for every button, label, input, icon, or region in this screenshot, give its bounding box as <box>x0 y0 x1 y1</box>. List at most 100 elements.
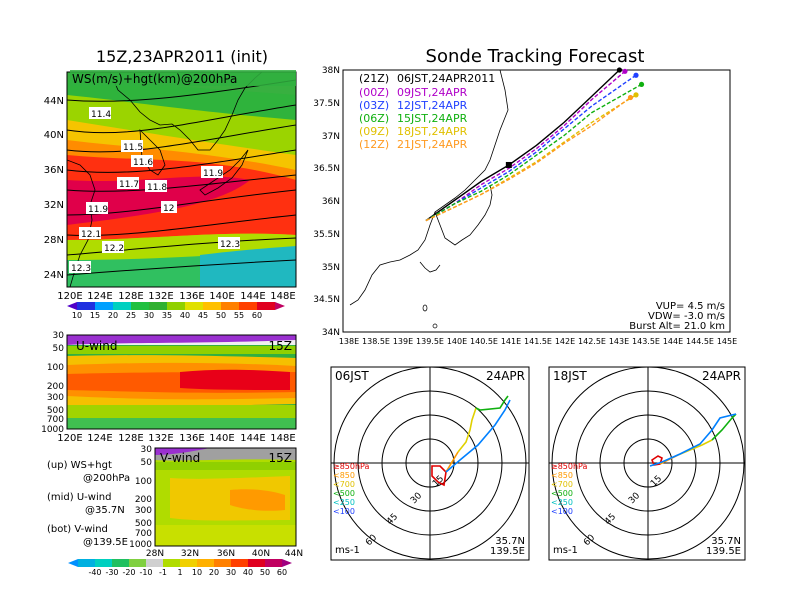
track-legend-item: (12Z) 21JST,24APR <box>359 138 468 151</box>
map-lon-tick: 140E <box>209 291 234 302</box>
track-lat-tick: 38N <box>322 66 340 76</box>
map-lon-tick: 128E <box>118 291 143 302</box>
level-label: <500 <box>333 489 355 498</box>
track-legend-z: (09Z) <box>359 125 389 138</box>
map-lat-tick: 32N <box>44 200 64 211</box>
map-lon-tick: 124E <box>87 291 112 302</box>
track-legend-jst: 06JST,24APR2011 <box>397 72 495 85</box>
track-legend-z: (06Z) <box>359 112 389 125</box>
burst-point-marker <box>505 161 512 168</box>
colorbar-tick: 15 <box>90 311 100 320</box>
u-p-tick: 500 <box>47 406 64 416</box>
track-legend-jst: 21JST,24APR <box>397 138 468 151</box>
track-legend-z: (21Z) <box>359 72 389 85</box>
u-lon-tick: 132E <box>148 433 173 444</box>
contour-label: 11.5 <box>123 143 143 153</box>
level-label: <100 <box>333 507 355 516</box>
sonde-track-line <box>425 94 637 222</box>
u-wind-time: 15Z <box>269 339 293 353</box>
track-lat-tick: 35N <box>322 263 340 273</box>
contour-label: 12 <box>163 204 174 214</box>
level-label: <700 <box>551 480 573 489</box>
v-wind-panel: V-wind 15Z 30 50 100 200 300 500 700 100… <box>129 445 303 559</box>
v-colorbar-tick: 1 <box>177 568 182 577</box>
level-label: <500 <box>551 489 573 498</box>
v-colorbar-tick: 40 <box>243 568 253 577</box>
u-p-tick: 1000 <box>41 425 64 435</box>
colorbar-tick: 20 <box>108 311 118 320</box>
level-label: <100 <box>551 507 573 516</box>
track-lon-tick: 145E <box>717 337 737 346</box>
hodograph-left: 15 30 45 60 06JST 24APR ≥850hPa <850 <70… <box>330 366 530 561</box>
v-p-tick: 1000 <box>129 540 152 550</box>
note-line: @139.5E <box>83 537 128 548</box>
map-lon-tick: 136E <box>179 291 204 302</box>
track-lat-tick: 36.5N <box>313 164 340 174</box>
track-lat-tick: 34.5N <box>313 295 340 305</box>
track-lon-tick: 143E <box>609 337 629 346</box>
hodograph-right: 15 30 45 60 18JST 24APR ≥850hPa <850 <70… <box>548 366 746 561</box>
contour-label: 12.3 <box>71 264 91 274</box>
v-lat-tick: 36N <box>217 549 235 559</box>
track-lon-tick: 144E <box>663 337 683 346</box>
contour-label: 12.3 <box>220 240 240 250</box>
u-wind-label: U-wind <box>76 339 117 353</box>
track-lon-tick: 142E <box>555 337 575 346</box>
track-lon-tick: 139.5E <box>416 337 444 346</box>
track-lat-tick: 35.5N <box>313 230 340 240</box>
v-p-tick: 300 <box>135 506 152 516</box>
map-lon-tick: 144E <box>240 291 265 302</box>
colorbar-tick: 55 <box>234 311 244 320</box>
v-colorbar-tick: -20 <box>122 568 135 577</box>
track-legend-item: (03Z) 12JST,24APR <box>359 99 468 112</box>
right-title: Sonde Tracking Forecast <box>426 46 645 67</box>
track-legend-z: (03Z) <box>359 99 389 112</box>
colorbar-tick: 60 <box>252 311 262 320</box>
u-lon-tick: 124E <box>87 433 112 444</box>
track-legend-jst: 09JST,24APR <box>397 86 468 99</box>
level-label: ≥850hPa <box>333 462 370 471</box>
vup-text: VUP= 4.5 m/s <box>656 301 725 312</box>
v-p-tick: 500 <box>135 519 152 529</box>
track-lon-tick: 143.5E <box>632 337 660 346</box>
note-line: (bot) V-wind <box>47 524 108 535</box>
track-legend-z: (12Z) <box>359 138 389 151</box>
map-lat-tick: 36N <box>44 165 64 176</box>
track-lat-tick: 37N <box>322 132 340 142</box>
hodo-left-date: 24APR <box>486 369 525 383</box>
track-lat-tick: 36N <box>322 197 340 207</box>
contour-labels: 11.4 11.5 11.6 11.7 11.8 11.9 11.9 12 12… <box>69 107 240 274</box>
contour-label: 11.8 <box>147 183 167 193</box>
v-wind-time: 15Z <box>269 451 293 465</box>
contour-label: 12.2 <box>104 244 124 254</box>
hodo-left-lat: 35.7N <box>495 536 525 547</box>
colorbar-tick: 40 <box>180 311 190 320</box>
contour-label: 12.1 <box>81 230 101 240</box>
sonde-landing-point <box>638 81 645 88</box>
track-lat-tick: 34N <box>322 328 340 338</box>
track-legend-z: (00Z) <box>359 86 389 99</box>
u-p-tick: 200 <box>47 382 64 392</box>
v-colorbar-tick: 30 <box>226 568 236 577</box>
v-lat-tick: 44N <box>285 549 303 559</box>
hodo-left-time: 06JST <box>335 369 369 383</box>
hodo-right-date: 24APR <box>702 369 741 383</box>
u-p-tick: 30 <box>53 331 65 341</box>
v-p-tick: 100 <box>135 477 152 487</box>
contour-label: 11.4 <box>91 110 111 120</box>
hodo-left-lon: 139.5E <box>490 546 525 557</box>
v-colorbar-tick: 20 <box>209 568 219 577</box>
map-panel-label: WS(m/s)+hgt(km)@200hPa <box>72 72 237 86</box>
u-lon-tick: 136E <box>179 433 204 444</box>
level-label: <850 <box>333 471 355 480</box>
u-wind-panel: U-wind 15Z 30 50 100 200 300 500 700 100… <box>41 331 297 444</box>
sonde-landing-point <box>616 67 623 73</box>
wind-speed-colorbar: 10 15 20 25 30 35 40 45 50 55 60 <box>67 302 285 320</box>
track-lon-tick: 138E <box>339 337 359 346</box>
note-line: (mid) U-wind <box>47 492 111 503</box>
map-lon-tick: 148E <box>270 291 295 302</box>
u-lon-tick: 120E <box>57 433 82 444</box>
level-label: ≥850hPa <box>551 462 588 471</box>
track-legend-jst: 15JST,24APR <box>397 112 468 125</box>
v-colorbar-tick: -1 <box>159 568 167 577</box>
